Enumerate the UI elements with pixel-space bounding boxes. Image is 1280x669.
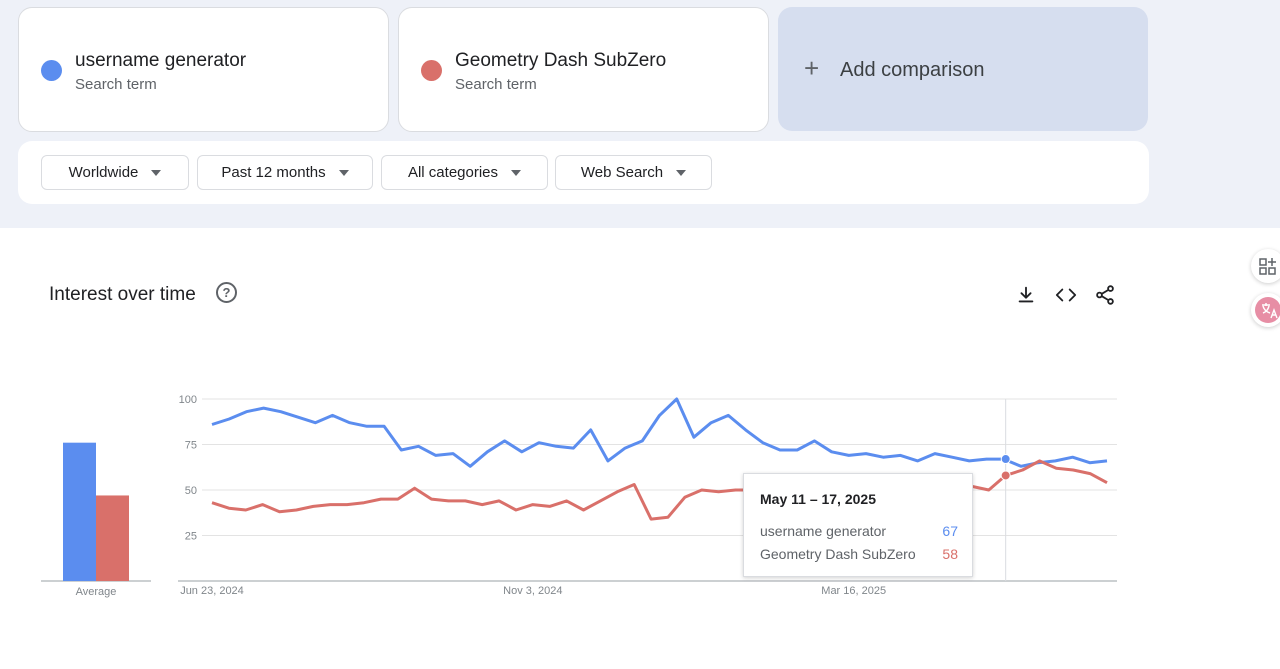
term-subtitle: Search term <box>75 76 157 93</box>
add-widget-button[interactable] <box>1251 249 1280 283</box>
y-tick-label: 25 <box>185 531 197 543</box>
term-name: Geometry Dash SubZero <box>455 50 667 71</box>
filter-label: Web Search <box>580 164 664 181</box>
caret-down-icon <box>151 169 162 176</box>
term-name: username generator <box>75 50 247 71</box>
tooltip-series-name: Geometry Dash SubZero <box>760 546 916 562</box>
caret-down-icon <box>511 169 522 176</box>
card-title: Interest over time <box>49 284 196 305</box>
add-widget-icon <box>1259 258 1276 275</box>
download-icon[interactable] <box>1015 284 1037 306</box>
share-icon[interactable] <box>1094 284 1116 306</box>
y-tick-label: 75 <box>185 440 197 452</box>
tooltip-series-value: 58 <box>942 546 958 562</box>
embed-code-icon[interactable] <box>1055 284 1077 306</box>
filter-search-type-dropdown[interactable]: Web Search <box>555 155 712 190</box>
tooltip-row-username-generator: username generator 67 <box>760 523 958 539</box>
help-circle-icon[interactable]: ? <box>216 282 237 303</box>
average-bar <box>96 495 129 581</box>
hover-marker <box>1000 470 1011 481</box>
translate-icon <box>1255 297 1280 323</box>
series-line <box>211 397 1108 468</box>
filter-bar: Worldwide Past 12 months All categories … <box>18 141 1149 204</box>
filter-label: Worldwide <box>68 164 139 181</box>
tooltip-series-value: 67 <box>942 523 958 539</box>
translate-button[interactable] <box>1251 293 1280 327</box>
filter-label: All categories <box>407 164 499 181</box>
add-comparison-label: Add comparison <box>840 59 985 81</box>
hover-marker <box>1000 454 1011 465</box>
caret-down-icon <box>676 169 687 176</box>
add-comparison-button[interactable]: + Add comparison <box>778 7 1148 131</box>
term-card-1[interactable]: username generator Search term <box>18 7 389 132</box>
x-tick-label: Nov 3, 2024 <box>503 585 562 597</box>
term-card-2[interactable]: Geometry Dash SubZero Search term <box>398 7 769 132</box>
term-subtitle: Search term <box>455 76 537 93</box>
tooltip-date: May 11 – 17, 2025 <box>760 491 876 507</box>
filter-category-dropdown[interactable]: All categories <box>381 155 548 190</box>
plus-icon: + <box>804 53 820 83</box>
term-color-dot <box>421 60 442 81</box>
caret-down-icon <box>338 169 349 176</box>
chart-tooltip: May 11 – 17, 2025 username generator 67 … <box>743 473 973 577</box>
term-color-dot <box>41 60 62 81</box>
filter-label: Past 12 months <box>221 164 326 181</box>
x-tick-label: Mar 16, 2025 <box>821 585 886 597</box>
interest-chart: 25 50 75 100 Jun 23, 2024 Nov 3, 2024 Mar 16,… <box>41 394 1117 598</box>
average-bar <box>63 442 96 581</box>
y-tick-label: 50 <box>185 485 197 497</box>
tooltip-row-geometry-dash-subzero: Geometry Dash SubZero 58 <box>760 546 958 562</box>
tooltip-series-name: username generator <box>760 523 887 539</box>
y-tick-label: 100 <box>179 394 197 406</box>
filter-region-dropdown[interactable]: Worldwide <box>41 155 189 190</box>
x-tick-label: Jun 23, 2024 <box>180 585 244 597</box>
average-label: Average <box>76 586 117 598</box>
interest-over-time-card: Interest over time ? 25 50 75 100 Jun 23, 2… <box>18 252 1149 667</box>
filter-time-dropdown[interactable]: Past 12 months <box>197 155 373 190</box>
